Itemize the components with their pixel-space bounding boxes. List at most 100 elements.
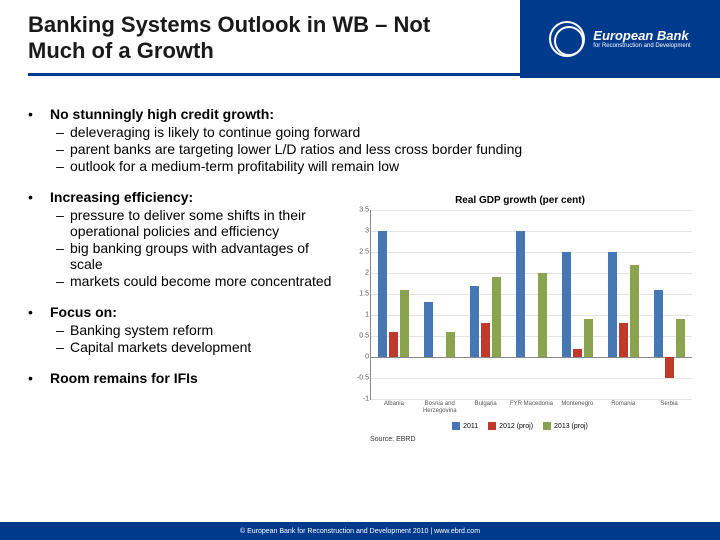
logo-text: European Bank for Reconstruction and Dev… — [593, 28, 690, 51]
chart-area: -1-0.500.511.522.533.5AlbaniaBosnia and … — [370, 210, 692, 400]
legend-label: 2013 (proj) — [554, 423, 588, 430]
dash-mark: – — [50, 273, 70, 289]
sub-item: –markets could become more concentrated — [50, 273, 338, 289]
bar — [538, 273, 547, 357]
x-label: FYR Macedonia — [509, 399, 555, 408]
sub-item: –big banking groups with advantages of s… — [50, 240, 338, 272]
x-label: Romania — [600, 399, 646, 408]
bullet-mark: • — [28, 189, 50, 290]
bullet-head: Focus on: — [50, 304, 117, 320]
bar — [665, 357, 674, 378]
dash-mark: – — [50, 207, 70, 239]
logo-line1: European Bank — [593, 28, 690, 44]
dash-mark: – — [50, 322, 70, 338]
slide-content: •No stunningly high credit growth:–delev… — [0, 88, 720, 443]
bar-group: Bulgaria — [463, 210, 509, 399]
bar — [562, 252, 571, 357]
bullet-head: No stunningly high credit growth: — [50, 106, 274, 122]
sub-list: –Banking system reform–Capital markets d… — [50, 322, 338, 355]
dash-mark: – — [50, 339, 70, 355]
y-tick-label: -0.5 — [347, 375, 369, 382]
bar — [378, 231, 387, 357]
bar — [400, 290, 409, 357]
lower-row: •Increasing efficiency:–pressure to deli… — [28, 189, 692, 443]
chart-legend: 2011 2012 (proj) 2013 (proj) — [348, 422, 692, 430]
bar — [424, 302, 433, 357]
left-column: •Increasing efficiency:–pressure to deli… — [28, 189, 338, 443]
chart-source: Source: EBRD — [370, 436, 692, 443]
bullet-body: No stunningly high credit growth: –deleve… — [50, 106, 692, 175]
bar-group: Albania — [371, 210, 417, 399]
sub-item: –parent banks are targeting lower L/D ra… — [50, 141, 692, 157]
bar — [389, 332, 398, 357]
logo-band: European Bank for Reconstruction and Dev… — [520, 0, 720, 78]
bullet-mark: • — [28, 106, 50, 175]
dash-mark: – — [50, 158, 70, 174]
ring-icon — [549, 21, 585, 57]
bullet-item: •Increasing efficiency:–pressure to deli… — [28, 189, 338, 290]
y-tick-label: 2.5 — [347, 249, 369, 256]
bars-layer: AlbaniaBosnia and HerzegovinaBulgariaFYR… — [371, 210, 692, 399]
bar — [608, 252, 617, 357]
bullet-item: •Focus on: –Banking system reform–Capital… — [28, 304, 338, 356]
dash-mark: – — [50, 141, 70, 157]
bar-group: Serbia — [646, 210, 692, 399]
bar — [654, 290, 663, 357]
chart-column: Real GDP growth (per cent) -1-0.500.511.5… — [348, 189, 692, 443]
y-tick-label: 1.5 — [347, 291, 369, 298]
bullet-list: •No stunningly high credit growth:–delev… — [28, 106, 692, 443]
y-tick-label: 0.5 — [347, 333, 369, 340]
bullet-item: •No stunningly high credit growth: –delev… — [28, 106, 692, 175]
legend-item: 2011 — [452, 422, 478, 430]
x-label: Montenegro — [554, 399, 600, 408]
y-tick-label: 3 — [347, 228, 369, 235]
bar-group: FYR Macedonia — [509, 210, 555, 399]
logo-line2: for Reconstruction and Development — [593, 43, 690, 50]
bar — [481, 323, 490, 357]
bar-group: Romania — [600, 210, 646, 399]
legend-swatch — [543, 422, 551, 430]
bar — [619, 323, 628, 357]
sub-item: –Banking system reform — [50, 322, 338, 338]
legend-swatch — [452, 422, 460, 430]
bar — [470, 286, 479, 357]
x-label: Bosnia and Herzegovina — [417, 399, 463, 414]
bar — [573, 349, 582, 357]
sub-item: –outlook for a medium-term profitability… — [50, 158, 692, 174]
bullet-head: Room remains for IFIs — [50, 370, 198, 386]
bar — [676, 319, 685, 357]
legend-label: 2012 (proj) — [499, 423, 533, 430]
legend-label: 2011 — [463, 423, 478, 430]
bar — [630, 265, 639, 357]
sub-text: big banking groups with advantages of sc… — [70, 240, 338, 272]
bullet-body: Focus on: –Banking system reform–Capital … — [50, 304, 338, 356]
x-label: Serbia — [646, 399, 692, 408]
sub-text: parent banks are targeting lower L/D rat… — [70, 141, 692, 157]
chart-title: Real GDP growth (per cent) — [348, 195, 692, 206]
x-label: Albania — [371, 399, 417, 408]
sub-text: pressure to deliver some shifts in their… — [70, 207, 338, 239]
bullet-body: Room remains for IFIs — [50, 370, 338, 386]
slide-footer: © European Bank for Reconstruction and D… — [0, 522, 720, 540]
sub-list: –pressure to deliver some shifts in thei… — [50, 207, 338, 289]
sub-list: –deleveraging is likely to continue goin… — [50, 124, 692, 174]
logo: European Bank for Reconstruction and Dev… — [549, 21, 690, 57]
bullet-mark: • — [28, 304, 50, 356]
bullet-body: Increasing efficiency:–pressure to deliv… — [50, 189, 338, 290]
y-tick-label: 0 — [347, 354, 369, 361]
bar — [516, 231, 525, 357]
bar-group: Bosnia and Herzegovina — [417, 210, 463, 399]
y-tick-label: 3.5 — [347, 207, 369, 214]
bar — [584, 319, 593, 357]
bullet-head: Increasing efficiency: — [50, 189, 193, 205]
sub-item: –Capital markets development — [50, 339, 338, 355]
legend-swatch — [488, 422, 496, 430]
left-bullet-list: •Increasing efficiency:–pressure to deli… — [28, 189, 338, 386]
slide-title: Banking Systems Outlook in WB – Not Much… — [28, 12, 468, 65]
legend-item: 2012 (proj) — [488, 422, 533, 430]
sub-text: Banking system reform — [70, 322, 338, 338]
y-tick-label: 1 — [347, 312, 369, 319]
bar — [492, 277, 501, 357]
legend-item: 2013 (proj) — [543, 422, 588, 430]
x-label: Bulgaria — [463, 399, 509, 408]
